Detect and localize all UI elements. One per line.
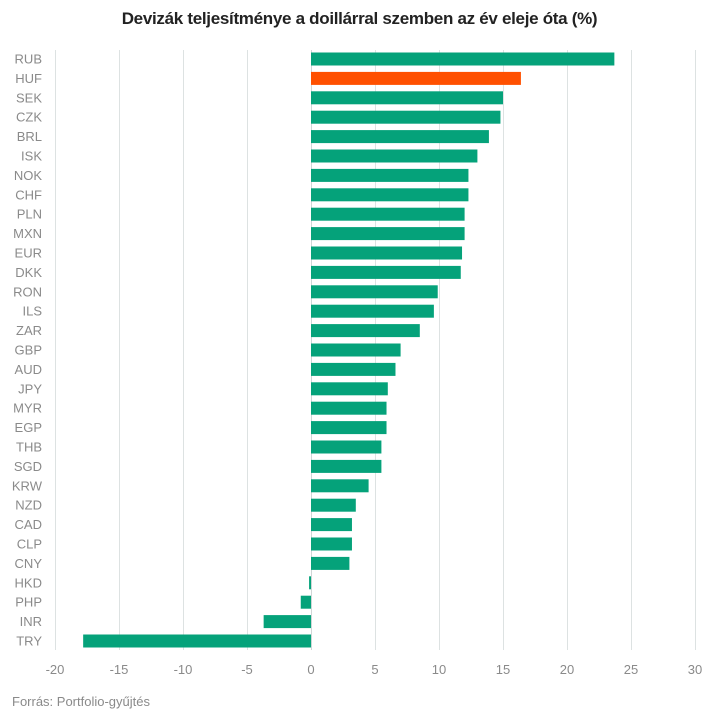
x-tick-labels: -20 -15 -10 -5 0 5 10 15 20 25 30 — [46, 662, 703, 677]
bar-aud — [311, 362, 396, 376]
bar-krw — [311, 479, 369, 493]
bar-inr — [263, 615, 311, 629]
category-label: EGP — [15, 420, 42, 435]
bar-egp — [311, 421, 387, 435]
category-label: NOK — [14, 168, 43, 183]
bar-dkk — [311, 265, 461, 279]
x-tick-label: 0 — [307, 662, 314, 677]
bar-cny — [311, 556, 350, 570]
bar-hkd — [309, 576, 311, 590]
category-label: HUF — [15, 71, 42, 86]
bar-czk — [311, 110, 501, 124]
bars — [83, 52, 615, 648]
gridlines — [55, 50, 696, 650]
category-label: SEK — [16, 90, 42, 105]
bar-php — [300, 595, 311, 609]
category-label: AUD — [15, 362, 42, 377]
bar-clp — [311, 537, 352, 551]
x-tick-label: 25 — [624, 662, 638, 677]
category-label: JPY — [18, 381, 42, 396]
category-labels: RUB HUF SEK CZK BRL ISK NOK CHF PLN MXN EUR DKK RON I… — [12, 52, 43, 649]
bar-try — [83, 634, 311, 648]
category-label: MYR — [13, 401, 42, 416]
category-label: BRL — [17, 129, 42, 144]
bar-nzd — [311, 498, 356, 512]
bar-jpy — [311, 382, 388, 396]
category-label: THB — [16, 440, 42, 455]
category-label: PLN — [17, 207, 42, 222]
category-label: MXN — [13, 226, 42, 241]
category-label: RON — [13, 284, 42, 299]
source-note: Forrás: Portfolio-gyűjtés — [12, 694, 150, 709]
bar-mxn — [311, 227, 465, 241]
bar-brl — [311, 130, 489, 144]
bar-chf — [311, 188, 469, 202]
x-tick-label: 5 — [371, 662, 378, 677]
bar-nok — [311, 168, 469, 182]
x-tick-label: -20 — [46, 662, 65, 677]
category-label: CHF — [15, 187, 42, 202]
category-label: CZK — [16, 110, 42, 125]
bar-gbp — [311, 343, 401, 357]
category-label: ZAR — [16, 323, 42, 338]
x-tick-label: 20 — [560, 662, 574, 677]
category-label: SGD — [14, 459, 42, 474]
category-label: EUR — [15, 246, 42, 261]
bar-pln — [311, 207, 465, 221]
bar-huf — [311, 71, 521, 85]
category-label: CNY — [15, 556, 43, 571]
x-tick-label: 30 — [688, 662, 702, 677]
x-tick-label: 15 — [496, 662, 510, 677]
category-label: CLP — [17, 537, 42, 552]
chart-title: Devizák teljesítménye a doillárral szemb… — [121, 9, 598, 28]
bar-eur — [311, 246, 463, 260]
category-label: RUB — [15, 52, 42, 67]
category-label: ISK — [21, 149, 42, 164]
category-label: NZD — [15, 498, 42, 513]
category-label: GBP — [15, 343, 42, 358]
bar-rub — [311, 52, 615, 66]
bar-cad — [311, 518, 352, 532]
bar-ils — [311, 304, 434, 318]
bar-zar — [311, 324, 420, 338]
category-label: INR — [20, 614, 42, 629]
category-label: KRW — [12, 478, 43, 493]
category-label: PHP — [15, 595, 42, 610]
x-tick-label: -10 — [174, 662, 193, 677]
bar-thb — [311, 440, 382, 454]
bar-isk — [311, 149, 478, 163]
category-label: HKD — [15, 575, 42, 590]
x-tick-label: -15 — [110, 662, 129, 677]
bar-myr — [311, 401, 387, 415]
category-label: ILS — [22, 304, 42, 319]
category-label: CAD — [15, 517, 42, 532]
x-tick-label: -5 — [241, 662, 253, 677]
x-tick-label: 10 — [432, 662, 446, 677]
bar-ron — [311, 285, 438, 299]
bar-sgd — [311, 459, 382, 473]
category-label: DKK — [15, 265, 42, 280]
category-label: TRY — [16, 634, 42, 649]
bar-sek — [311, 91, 503, 105]
